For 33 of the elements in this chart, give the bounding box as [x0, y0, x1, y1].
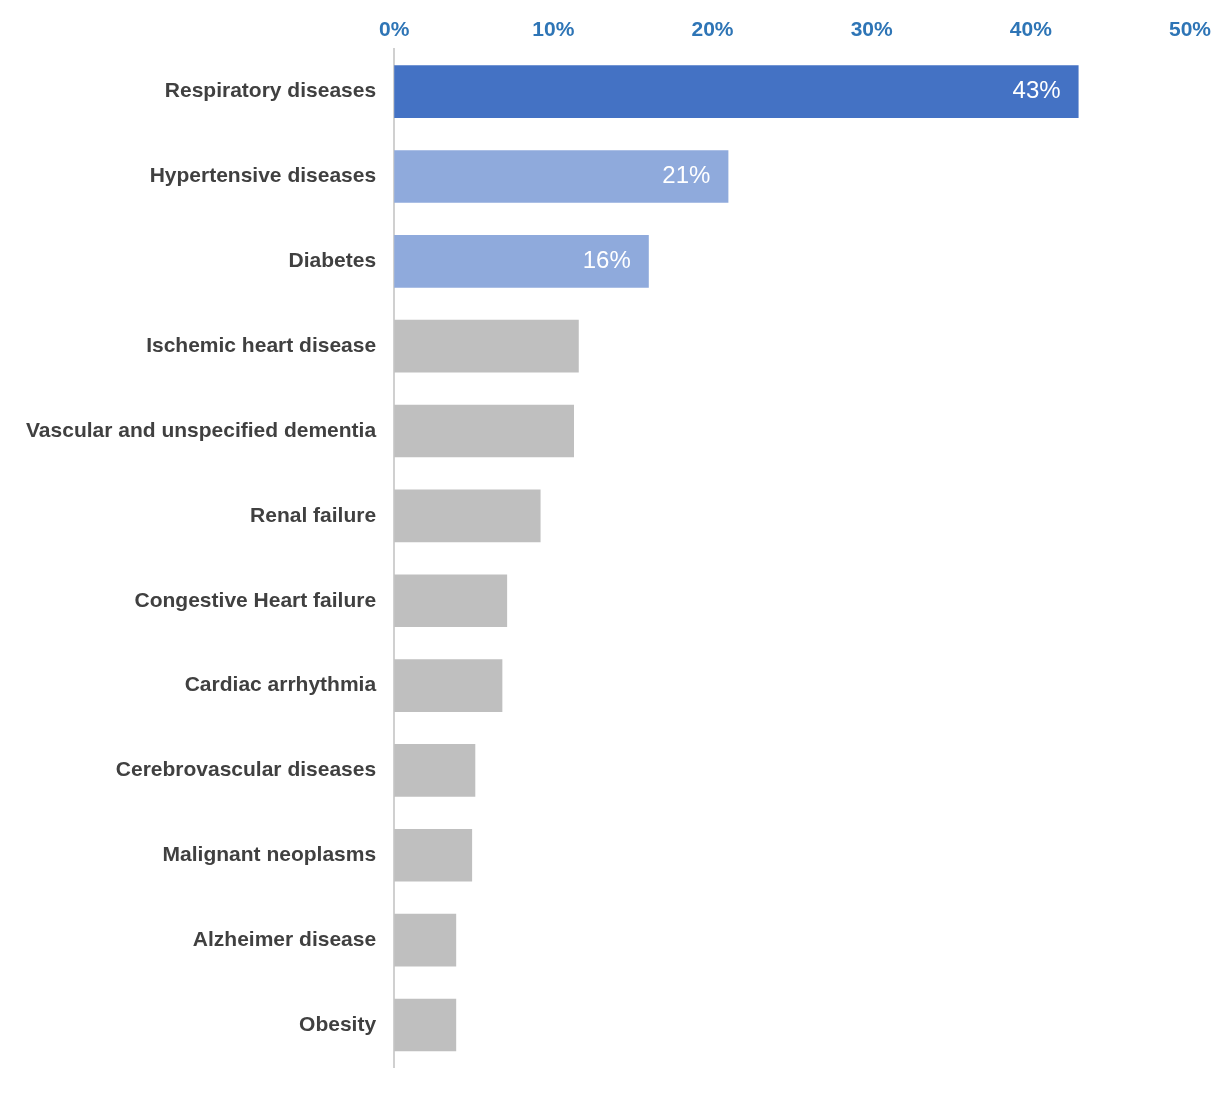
bar [394, 574, 508, 628]
bar [394, 404, 574, 458]
y-tick-label: Respiratory diseases [164, 78, 377, 102]
x-tick-label: 10% [532, 17, 575, 41]
bar [394, 913, 457, 967]
data-label: 43% [1012, 76, 1061, 104]
y-tick-label: Cerebrovascular diseases [115, 757, 377, 781]
y-tick-label: Malignant neoplasms [162, 842, 377, 866]
x-tick-label: 50% [1168, 17, 1212, 41]
bar [394, 65, 1079, 118]
y-tick-label: Alzheimer disease [192, 926, 377, 950]
bar [394, 744, 476, 797]
x-tick-label: 0% [378, 17, 410, 41]
y-tick-label: Renal failure [250, 502, 377, 526]
x-tick-label: 40% [1009, 17, 1053, 41]
bar [394, 150, 729, 203]
bar [394, 235, 649, 288]
bar [394, 828, 473, 882]
x-tick-label: 30% [850, 17, 893, 41]
bar [394, 998, 457, 1052]
bar [394, 319, 579, 373]
y-tick-label: Vascular and unspecified dementia [25, 417, 377, 441]
y-tick-label: Hypertensive diseases [149, 163, 377, 187]
y-tick-label: Obesity [299, 1011, 377, 1035]
data-label: 21% [662, 161, 711, 189]
y-tick-label: Ischemic heart disease [146, 332, 377, 356]
y-tick-label: Diabetes [288, 248, 377, 272]
y-tick-label: Cardiac arrhythmia [184, 672, 377, 696]
x-tick-label: 20% [691, 17, 734, 41]
data-label: 16% [582, 245, 631, 273]
bar [394, 489, 541, 543]
y-tick-label: Congestive Heart failure [134, 587, 377, 611]
bar [394, 659, 503, 712]
